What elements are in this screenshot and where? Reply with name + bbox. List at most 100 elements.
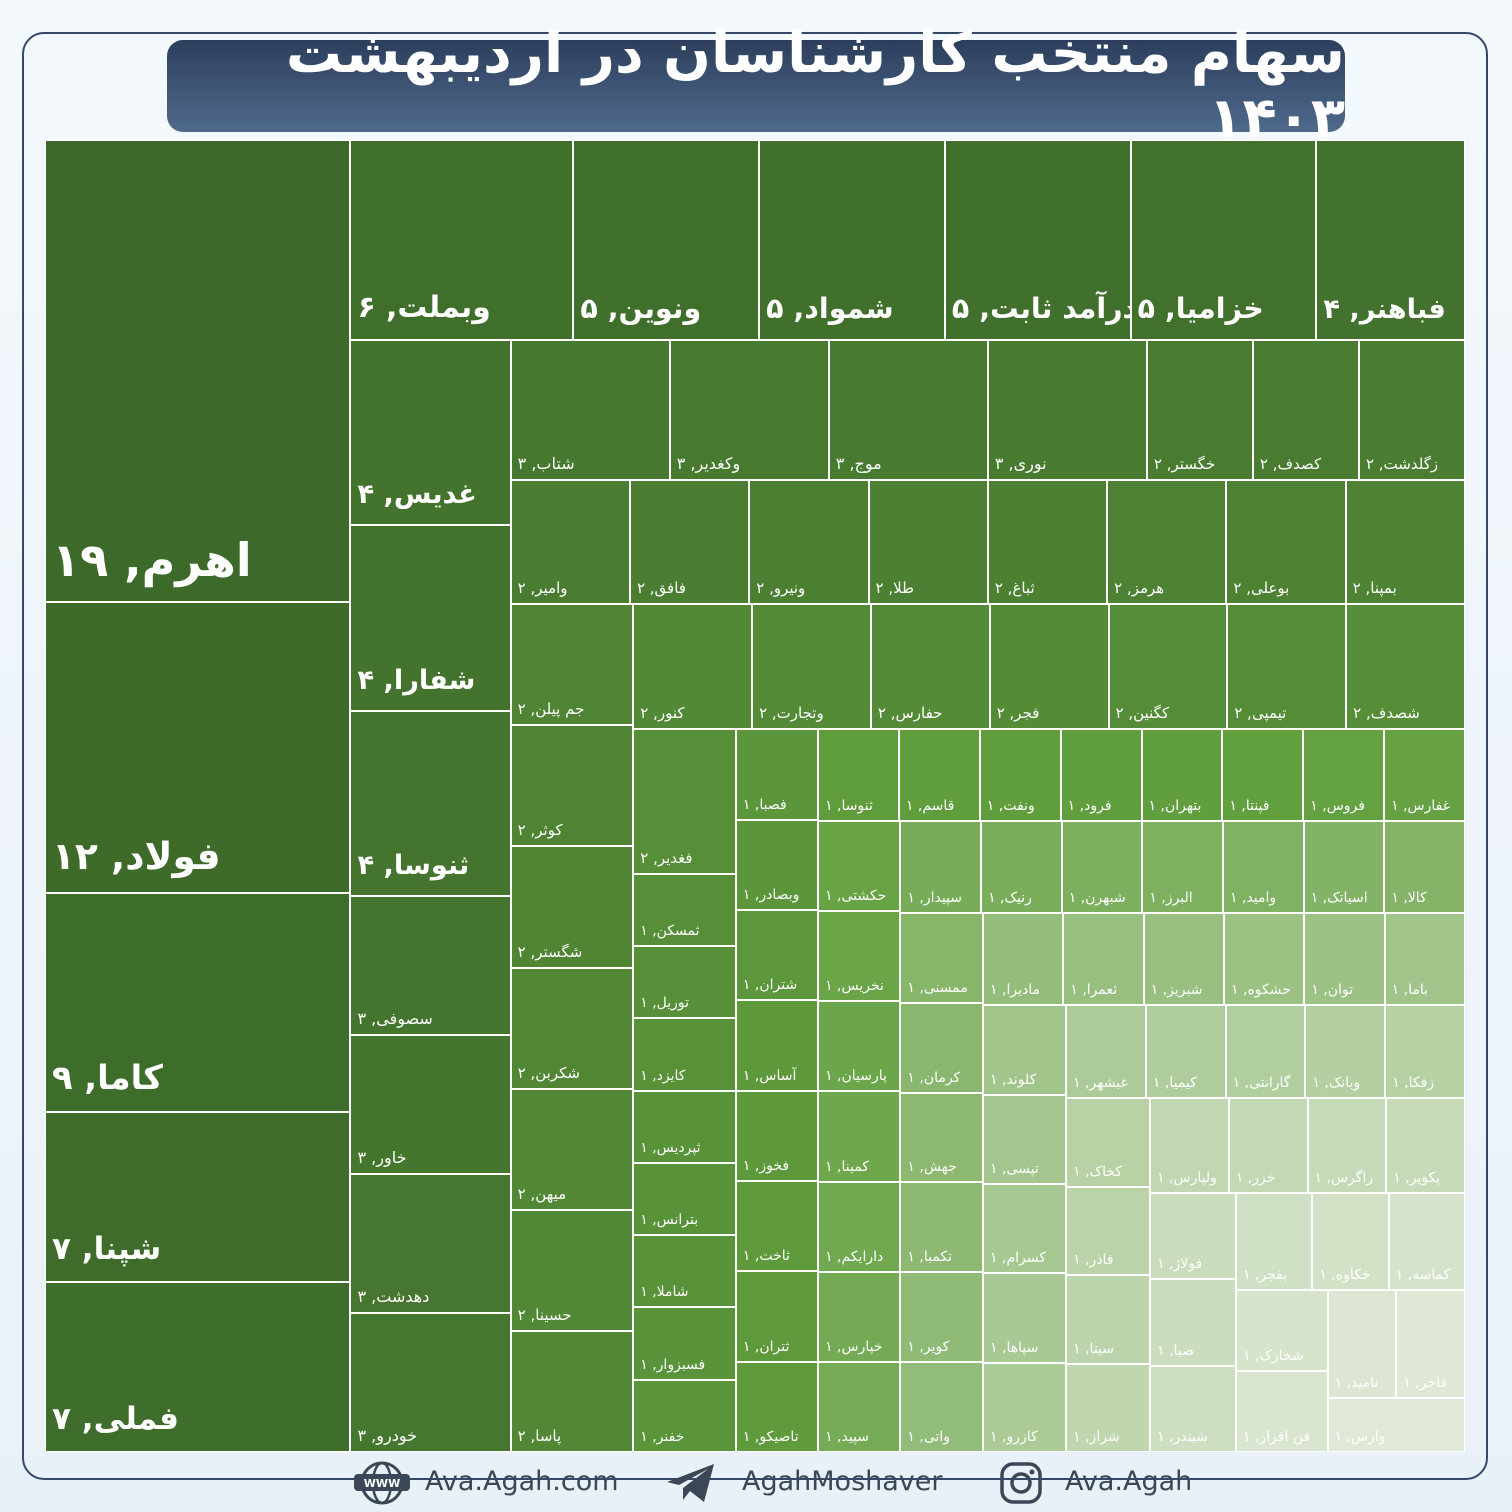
cell-label: کنور, ۲ (640, 704, 685, 723)
treemap-cell: نخریس, ۱ (818, 911, 901, 1002)
cell-label: کایزد, ۱ (640, 1067, 686, 1084)
treemap-cell: سپاها, ۱ (983, 1273, 1067, 1363)
treemap-cell: بترانس, ۱ (633, 1162, 736, 1236)
cell-label: غفارس, ۱ (1391, 797, 1451, 814)
svg-text:WWW: WWW (364, 1477, 400, 1490)
cell-label: فاذر, ۱ (1073, 1252, 1114, 1269)
cell-label: شبهرن, ۱ (1068, 889, 1126, 906)
cell-label: مادیرا, ۱ (990, 982, 1040, 999)
treemap-cell: درآمد ثابت, ۵ (944, 140, 1131, 340)
treemap-cell: اسیاتک, ۱ (1303, 820, 1385, 913)
treemap-cell: سیتا, ۱ (1066, 1275, 1151, 1364)
cell-label: کمینا, ۱ (825, 1158, 869, 1175)
treemap-cell: نوری, ۳ (987, 339, 1147, 480)
treemap-cell: توان, ۱ (1304, 912, 1385, 1006)
treemap-cell: فپنتا, ۱ (1222, 729, 1304, 821)
treemap-cell: ثنوسا, ۴ (350, 710, 511, 896)
cell-label: فسبزوار, ۱ (640, 1356, 706, 1373)
cell-label: طلا, ۲ (875, 579, 915, 598)
cell-label: سصوفی, ۳ (357, 1008, 433, 1028)
treemap-cell: دهدشت, ۳ (350, 1173, 511, 1313)
treemap-cell: ولپارس, ۱ (1150, 1098, 1229, 1193)
treemap-cell: خودرو, ۳ (350, 1312, 511, 1452)
cell-label: فباهنر, ۴ (1323, 293, 1446, 325)
treemap-cell: شگستر, ۲ (510, 846, 634, 968)
treemap-cell: فافق, ۲ (629, 479, 750, 605)
cell-label: گارانتی, ۱ (1232, 1075, 1291, 1092)
cell-label: حکشتی, ۱ (825, 888, 887, 905)
cell-label: فولاد, ۱۲ (52, 834, 221, 879)
cell-label: نامید, ۱ (1334, 1374, 1379, 1391)
treemap-cell: اهرم, ۱۹ (45, 140, 351, 602)
cell-label: البرز, ۱ (1149, 889, 1193, 906)
cell-label: موج, ۳ (835, 453, 882, 473)
cell-label: شخارک, ۱ (1242, 1347, 1304, 1364)
treemap-cell: زاگرس, ۱ (1307, 1098, 1387, 1193)
treemap-cell: کخاک, ۱ (1066, 1098, 1151, 1187)
treemap-cell: تپسی, ۱ (983, 1094, 1067, 1185)
instagram-icon (1000, 1462, 1042, 1504)
cell-label: جهش, ۱ (907, 1159, 957, 1176)
treemap-cell: فن افزار, ۱ (1235, 1370, 1328, 1452)
cell-label: تکمبا, ۱ (907, 1249, 953, 1266)
website[interactable]: Ava.Agah.com (425, 1466, 619, 1497)
treemap-cell: موج, ۳ (828, 339, 988, 480)
treemap-cell: واتی, ۱ (900, 1362, 984, 1452)
cell-label: ثتران, ۱ (742, 1338, 790, 1355)
treemap-cell: خگستر, ۲ (1146, 339, 1253, 480)
treemap-cell: کایزد, ۱ (633, 1018, 736, 1091)
cell-label: حسینا, ۲ (517, 1305, 572, 1324)
treemap-cell: کنور, ۲ (633, 604, 753, 730)
treemap-cell: شتاب, ۳ (510, 339, 670, 480)
footer: WWW Ava.Agah.com AgahMoshaver Ava.Agah (0, 1458, 1512, 1508)
cell-label: شکربن, ۲ (517, 1063, 580, 1082)
treemap-cell: فغدیر, ۲ (633, 729, 736, 874)
treemap-cell: وتجارت, ۲ (752, 604, 871, 730)
treemap-cell: کماسه, ۱ (1388, 1192, 1465, 1290)
cell-label: فصبا, ۱ (742, 796, 787, 813)
treemap-cell: زفکا, ۱ (1385, 1005, 1465, 1099)
instagram[interactable]: Ava.Agah (1065, 1466, 1193, 1497)
treemap-cell: فروس, ۱ (1303, 729, 1385, 821)
treemap-cell: فصبا, ۱ (735, 729, 819, 820)
treemap-cell: مادیرا, ۱ (983, 912, 1064, 1006)
cell-label: فاخر, ۱ (1403, 1374, 1448, 1391)
cell-label: بتهران, ۱ (1148, 797, 1202, 814)
treemap-cell: شبهرن, ۱ (1061, 820, 1143, 913)
cell-label: خزامیا, ۵ (1137, 291, 1264, 325)
cell-label: توریل, ۱ (640, 995, 690, 1012)
cell-label: ثاخت, ۱ (742, 1248, 790, 1265)
cell-label: شمواد, ۵ (766, 291, 894, 325)
treemap-cell: سصوفی, ۳ (350, 895, 511, 1035)
cell-label: باما, ۱ (1391, 982, 1429, 999)
cell-label: فپنتا, ۱ (1229, 797, 1270, 814)
cell-label: کالا, ۱ (1391, 889, 1427, 906)
cell-label: تیمپی, ۲ (1234, 704, 1287, 723)
cell-label: وبانک, ۱ (1312, 1075, 1361, 1092)
cell-label: بفجر, ۱ (1242, 1266, 1288, 1283)
treemap-cell: کرمان, ۱ (900, 1002, 984, 1093)
cell-label: ثپردیس, ۱ (640, 1139, 701, 1156)
treemap-cell: کیمیا, ۱ (1145, 1005, 1226, 1099)
treemap-cell: فاذر, ۱ (1066, 1186, 1151, 1276)
cell-label: حفارس, ۲ (877, 704, 943, 723)
treemap-cell: گارانتی, ۱ (1225, 1005, 1306, 1099)
cell-label: تپسی, ۱ (990, 1161, 1039, 1178)
cell-label: صبا, ۱ (1157, 1342, 1194, 1359)
treemap-cell: ونوین, ۵ (573, 140, 760, 340)
treemap-cell: فخوز, ۱ (735, 1090, 819, 1181)
cell-label: شتران, ۱ (742, 977, 798, 994)
treemap-cell: کازرو, ۱ (983, 1362, 1067, 1452)
cell-label: قاسم, ۱ (905, 797, 955, 814)
treemap-cell: البرز, ۱ (1142, 820, 1224, 913)
treemap-cell: کصدف, ۲ (1252, 339, 1359, 480)
treemap-cell: کویر, ۱ (900, 1272, 984, 1363)
cell-label: حشکوه, ۱ (1231, 982, 1291, 999)
treemap-cell: ثپردیس, ۱ (633, 1090, 736, 1163)
cell-label: بمپنا, ۲ (1352, 579, 1397, 598)
telegram[interactable]: AgahMoshaver (742, 1466, 943, 1497)
treemap-cell: کمینا, ۱ (818, 1091, 901, 1182)
cell-label: زفکا, ۱ (1392, 1075, 1435, 1092)
treemap-cell: کالا, ۱ (1384, 820, 1465, 913)
